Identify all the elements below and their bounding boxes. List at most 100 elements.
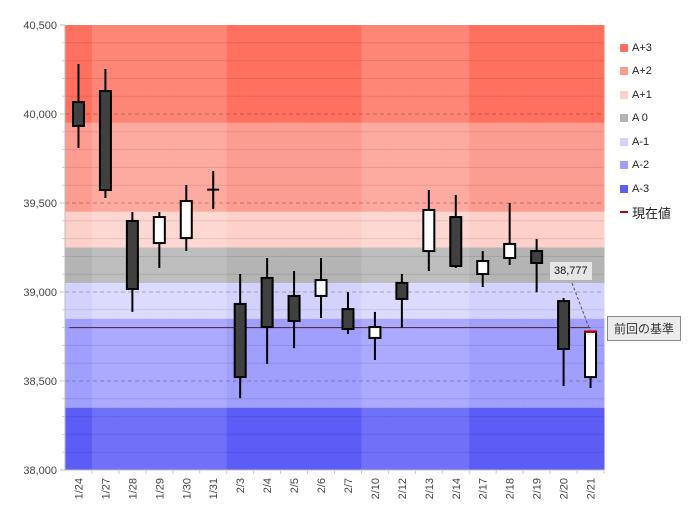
- x-tick-label: 2/10: [370, 478, 382, 499]
- legend-item: A-3: [620, 177, 671, 201]
- band-A-3: [65, 407, 93, 470]
- y-tick-label: 39,500: [23, 198, 57, 210]
- legend-label: 現在値: [632, 205, 672, 221]
- band-A+3: [523, 25, 551, 123]
- legend: A+3 A+2 A+1 A 0 A-1 A-2 A-3 現在値: [620, 36, 671, 224]
- band-A0: [172, 247, 201, 284]
- legend-item: A+1: [620, 83, 671, 107]
- candle-body: [71, 101, 85, 127]
- band-A-1: [91, 283, 120, 319]
- legend-swatch: [620, 137, 628, 146]
- band-A-1: [65, 283, 93, 319]
- band-A-2: [118, 318, 147, 408]
- band-A-3: [388, 407, 416, 470]
- band-A+2: [334, 122, 362, 212]
- candle-body: [98, 90, 112, 192]
- band-A+3: [415, 25, 443, 123]
- x-tick-label: 2/21: [586, 478, 598, 499]
- band-A-3: [118, 407, 147, 470]
- legend-item: A-2: [620, 154, 671, 178]
- band-A+2: [523, 122, 551, 212]
- band-A+3: [199, 25, 228, 123]
- band-A+3: [388, 25, 416, 123]
- legend-item: A+2: [620, 60, 671, 84]
- band-A-2: [415, 318, 443, 408]
- x-tick-label: 2/19: [532, 478, 544, 499]
- band-A+1: [388, 211, 416, 248]
- band-A-3: [469, 407, 497, 470]
- x-tick-label: 2/20: [559, 478, 571, 499]
- band-A0: [199, 247, 228, 284]
- band-A-2: [145, 318, 174, 408]
- band-A-3: [253, 407, 282, 470]
- x-tick-label: 2/14: [451, 478, 463, 499]
- y-tick-label: 40,500: [23, 20, 57, 32]
- band-A+3: [253, 25, 282, 123]
- candle-body: [341, 308, 355, 331]
- band-A-1: [469, 283, 497, 319]
- band-A0: [65, 247, 93, 284]
- x-tick-label: 1/24: [73, 478, 85, 499]
- x-tick-label: 1/29: [154, 478, 166, 499]
- band-A-2: [307, 318, 335, 408]
- x-tick-label: 2/13: [424, 478, 436, 499]
- band-A-1: [172, 283, 201, 319]
- band-A+1: [226, 211, 255, 248]
- band-A+1: [307, 211, 335, 248]
- x-tick-label: 1/27: [100, 478, 112, 499]
- x-tick-label: 1/28: [127, 478, 139, 499]
- band-A+3: [469, 25, 497, 123]
- band-A0: [91, 247, 120, 284]
- legend-item: A-1: [620, 130, 671, 154]
- band-A-2: [388, 318, 416, 408]
- candle-body: [530, 250, 544, 264]
- band-A-3: [442, 407, 470, 470]
- y-tick-label: 39,000: [23, 287, 57, 299]
- band-A0: [334, 247, 362, 284]
- band-A-3: [496, 407, 524, 470]
- x-tick-label: 2/17: [478, 478, 490, 499]
- x-tick-label: 1/30: [181, 478, 193, 499]
- legend-item: A+3: [620, 36, 671, 60]
- band-A+2: [307, 122, 335, 212]
- x-tick-label: 2/5: [289, 478, 301, 493]
- candle-body: [449, 216, 463, 268]
- candle-body: [476, 260, 490, 276]
- candle-body: [503, 242, 517, 260]
- candle-body: [125, 219, 139, 290]
- legend-label: A-1: [632, 135, 650, 148]
- band-A+2: [496, 122, 524, 212]
- band-A-3: [307, 407, 335, 470]
- band-A-1: [496, 283, 524, 319]
- legend-swatch: [620, 184, 628, 193]
- candle-body: [314, 279, 328, 297]
- band-A+2: [226, 122, 255, 212]
- x-tick-label: 2/7: [343, 478, 355, 493]
- band-A0: [361, 247, 389, 284]
- legend-swatch: [620, 90, 628, 99]
- band-A-3: [280, 407, 309, 470]
- candle-body: [260, 276, 274, 329]
- band-A-3: [550, 407, 578, 470]
- band-A+3: [361, 25, 389, 123]
- legend-swatch: [620, 161, 628, 170]
- candle-body: [233, 302, 247, 379]
- legend-swatch: [620, 43, 628, 52]
- candle-body: [557, 300, 571, 350]
- band-A-3: [523, 407, 551, 470]
- band-A-3: [415, 407, 443, 470]
- band-A+1: [469, 211, 497, 248]
- candle-body: [368, 326, 382, 339]
- band-A-3: [334, 407, 362, 470]
- candle-body: [584, 330, 598, 379]
- legend-label: A-3: [632, 182, 650, 195]
- band-A+3: [442, 25, 470, 123]
- band-A-2: [65, 318, 93, 408]
- band-A+3: [334, 25, 362, 123]
- band-A+3: [118, 25, 147, 123]
- x-tick-label: 2/4: [262, 478, 274, 493]
- current-value-leader: [571, 282, 591, 332]
- band-A+1: [280, 211, 309, 248]
- band-A+1: [91, 211, 120, 248]
- band-A-3: [226, 407, 255, 470]
